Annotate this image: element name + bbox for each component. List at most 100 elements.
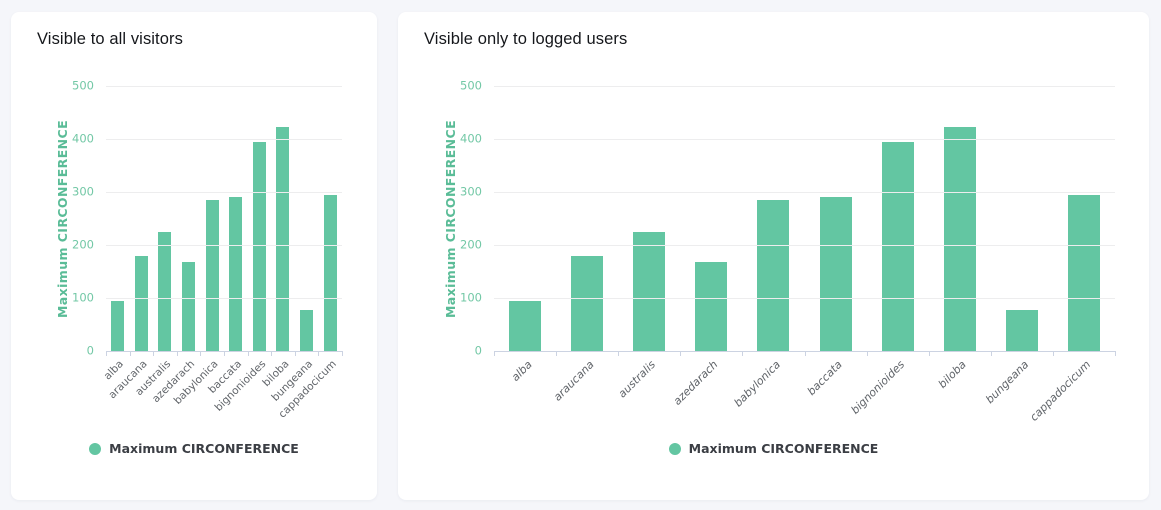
y-tick-label-500: 500	[72, 78, 94, 93]
x-axis-tick	[224, 351, 225, 356]
gridline-100	[106, 298, 342, 299]
bar-alba[interactable]	[111, 300, 125, 351]
bar-chart-visible-to-logged: Maximum CIRCONFERENCE 0 100 200 300 400 500 al…	[443, 79, 1116, 424]
bar-slot	[680, 86, 742, 351]
bar-slot	[1053, 86, 1115, 351]
x-axis-tick	[804, 351, 806, 356]
bar-australis[interactable]	[158, 232, 172, 351]
x-axis-tick	[106, 351, 107, 356]
x-axis-label-australis: australis	[616, 358, 659, 401]
legend[interactable]: Maximum CIRCONFERENCE	[11, 441, 377, 456]
y-tick-label-500: 500	[460, 78, 482, 93]
bar-slot	[618, 86, 680, 351]
y-tick-label-200: 200	[460, 237, 482, 252]
bar-australis[interactable]	[633, 232, 666, 351]
bar-araucana[interactable]	[571, 255, 604, 351]
bar-bungeana[interactable]	[300, 310, 314, 351]
x-axis-tick	[153, 351, 155, 356]
bar-slot	[318, 86, 342, 351]
gridline-400	[106, 139, 342, 140]
bar-biloba[interactable]	[276, 126, 290, 351]
y-tick-label-0: 0	[86, 343, 94, 358]
gridline-400	[494, 139, 1115, 140]
x-axis-tick	[342, 351, 343, 356]
card-visible-to-all-visitors: Visible to all visitors Maximum CIRCONFE…	[11, 12, 377, 500]
y-tick-label-300: 300	[72, 184, 94, 199]
x-axis-tick	[866, 351, 868, 356]
x-axis-label-araucana: araucana	[550, 358, 597, 404]
x-axis-tick	[990, 351, 992, 356]
bar-slot	[153, 86, 177, 351]
bar-slot	[106, 86, 130, 351]
chart-title: Visible to all visitors	[37, 30, 183, 48]
bar-cappadocicum[interactable]	[323, 195, 337, 351]
bar-baccata[interactable]	[229, 197, 243, 351]
x-axis-tick	[318, 351, 320, 356]
bar-biloba[interactable]	[943, 126, 976, 351]
chart-title: Visible only to logged users	[424, 30, 628, 48]
bar-slot	[177, 86, 201, 351]
bar-baccata[interactable]	[819, 197, 852, 351]
legend-dot-icon	[89, 442, 102, 455]
gridline-500	[106, 86, 342, 87]
bar-slot	[742, 86, 804, 351]
x-axis-label-azedarach: azedarach	[670, 358, 721, 408]
x-axis-tick	[294, 351, 296, 356]
x-axis-label-cappadocicum: cappadocicum	[1027, 358, 1094, 424]
x-axis-label-biloba: biloba	[936, 358, 969, 391]
x-axis-label-alba: alba	[508, 358, 535, 384]
y-tick-label-300: 300	[460, 184, 482, 199]
x-axis-tick	[1115, 351, 1116, 356]
y-axis-title: Maximum CIRCONFERENCE	[443, 119, 458, 318]
gridline-200	[494, 245, 1115, 246]
bar-bungeana[interactable]	[1005, 310, 1038, 351]
bar-slot	[248, 86, 272, 351]
x-axis-label-bignonioides: bignonioides	[848, 358, 907, 417]
y-tick-label-100: 100	[460, 290, 482, 305]
bar-bignonioides[interactable]	[252, 141, 266, 351]
x-axis-tick	[618, 351, 620, 356]
x-axis-tick	[680, 351, 682, 356]
x-axis-tick	[200, 351, 202, 356]
gridline-300	[106, 192, 342, 193]
bar-slot	[556, 86, 618, 351]
y-axis-title: Maximum CIRCONFERENCE	[55, 119, 70, 318]
y-tick-label-100: 100	[72, 290, 94, 305]
bar-slot	[929, 86, 991, 351]
gridline-100	[494, 298, 1115, 299]
bar-slot	[867, 86, 929, 351]
bar-slot	[295, 86, 319, 351]
bar-bignonioides[interactable]	[881, 141, 914, 351]
y-tick-label-200: 200	[72, 237, 94, 252]
bar-alba[interactable]	[509, 300, 542, 351]
x-axis-tick	[494, 351, 495, 356]
bar-cappadocicum[interactable]	[1067, 195, 1100, 351]
gridline-500	[494, 86, 1115, 87]
bar-slot	[130, 86, 154, 351]
bar-babylonica[interactable]	[757, 200, 790, 351]
gridline-200	[106, 245, 342, 246]
y-tick-label-400: 400	[460, 131, 482, 146]
x-axis-tick	[928, 351, 930, 356]
y-tick-label-400: 400	[72, 131, 94, 146]
x-axis-tick	[247, 351, 249, 356]
bar-slot	[224, 86, 248, 351]
x-axis-label-bungeana: bungeana	[982, 358, 1032, 407]
legend-label: Maximum CIRCONFERENCE	[688, 441, 879, 456]
x-axis-tick	[129, 351, 131, 356]
plot-area	[106, 86, 342, 351]
bar-araucana[interactable]	[134, 255, 148, 351]
bar-azedarach[interactable]	[695, 261, 728, 351]
bar-slot	[200, 86, 224, 351]
x-axis-tick	[1052, 351, 1054, 356]
bar-azedarach[interactable]	[182, 261, 196, 351]
legend-dot-icon	[668, 442, 681, 455]
plot-area	[494, 86, 1115, 351]
bar-slot	[804, 86, 866, 351]
y-tick-label-0: 0	[474, 343, 482, 358]
bar-chart-visible-to-all: Maximum CIRCONFERENCE 0 100 200 300 400 500 al…	[55, 79, 343, 421]
legend[interactable]: Maximum CIRCONFERENCE	[398, 441, 1149, 456]
bar-babylonica[interactable]	[205, 200, 219, 351]
bar-slot	[991, 86, 1053, 351]
